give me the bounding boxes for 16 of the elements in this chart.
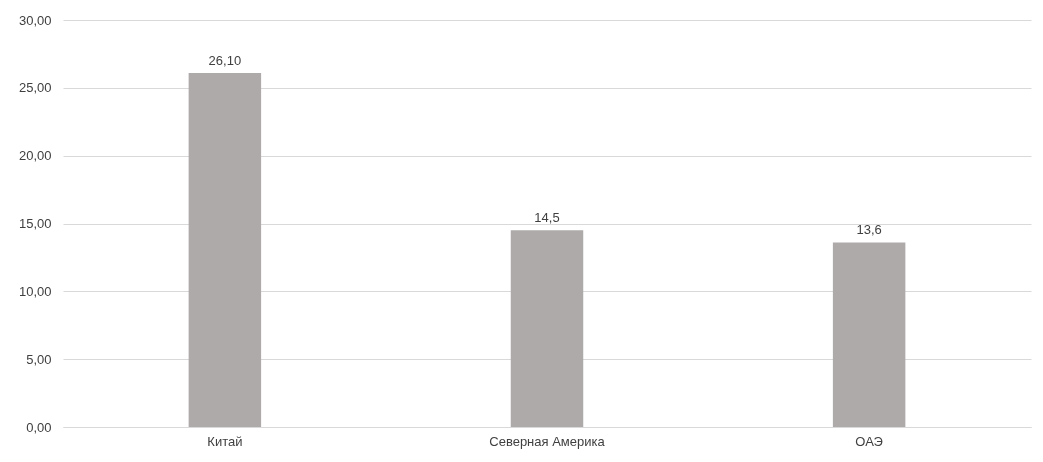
y-tick-label: 15,00 (18, 216, 52, 231)
bar (832, 242, 906, 427)
y-tick-label: 0,00 (26, 419, 52, 435)
data-label: 13,6 (856, 222, 882, 238)
y-tick-label: 10,00 (18, 283, 52, 299)
x-tick-label: ОАЭ (855, 433, 883, 449)
data-label: 26,10 (208, 52, 242, 68)
data-label: 14,5 (534, 210, 560, 226)
x-tick-label: Китай (207, 433, 243, 449)
x-tick-label: Северная Америка (489, 433, 606, 449)
bar (188, 72, 262, 427)
y-tick-label: 20,00 (18, 148, 52, 164)
y-tick-label: 25,00 (18, 80, 52, 96)
y-tick-label: 30,00 (18, 12, 52, 28)
bar (510, 230, 584, 427)
y-tick-label: 5,00 (26, 351, 52, 367)
